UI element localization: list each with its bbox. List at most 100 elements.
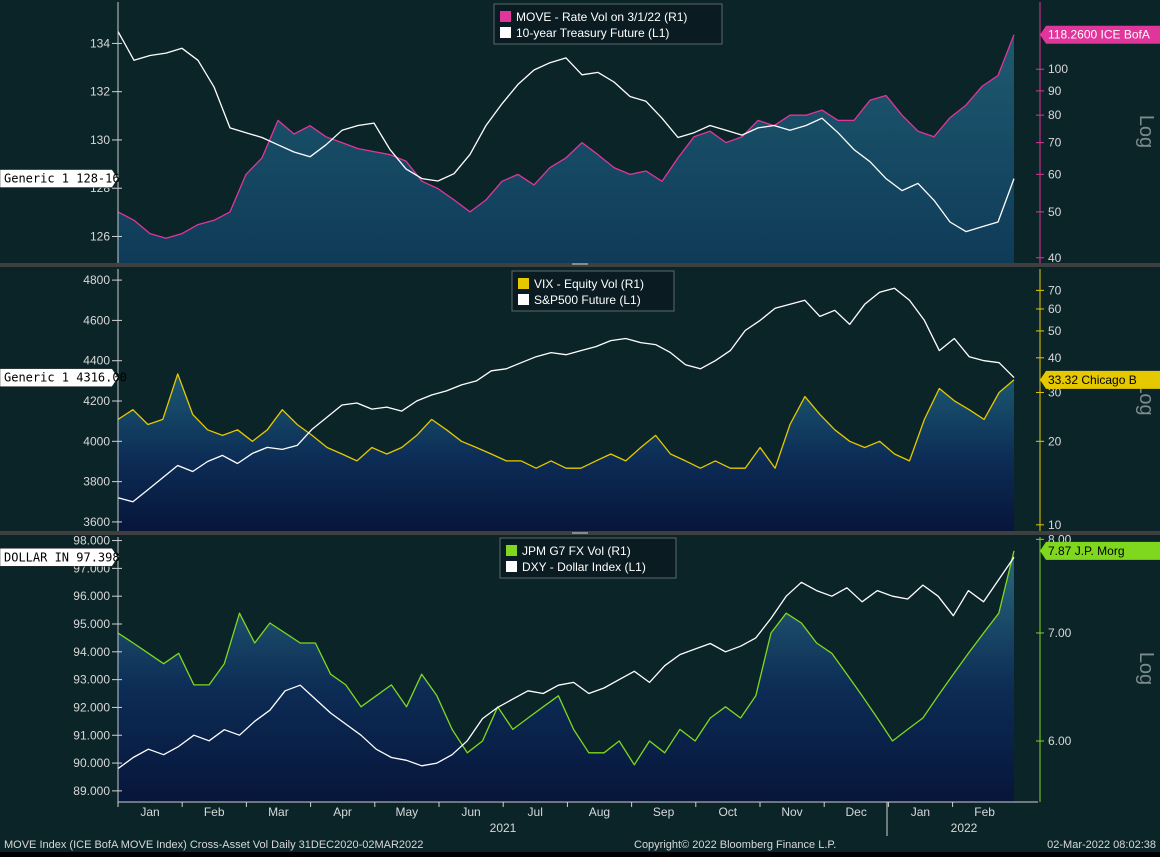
left-axis-equity: 3600 3800 4000 4200 4400 4600 4800	[83, 269, 122, 531]
right-tick-label: 70	[1048, 136, 1062, 150]
x-tick-label-month: Feb	[204, 805, 225, 819]
right-value-tag-box	[1040, 25, 1160, 44]
legend-box	[511, 270, 675, 312]
legend-equity[interactable]: VIX - Equity Vol (R1) S&P500 Future (L1)	[511, 270, 675, 312]
legend-box	[499, 537, 677, 579]
right-value-tag[interactable]: 118.2600 ICE BofA	[1040, 25, 1160, 44]
footer-bar	[0, 836, 1160, 852]
right-tick-label: 40	[1048, 251, 1062, 265]
right-tick-label: 20	[1048, 434, 1062, 448]
left-value-tag[interactable]: Generic 1 128-16	[0, 169, 120, 188]
left-value-tag-text: Generic 1 4316.00	[4, 371, 127, 385]
footer-timestamp: 02-Mar-2022 08:02:38	[1047, 839, 1156, 851]
left-axis-fx: 89.000 90.000 91.000 92.000 93.000 94.000 95.0…	[73, 534, 122, 802]
left-value-tag[interactable]: DOLLAR IN 97.398	[0, 548, 120, 567]
legend-rates[interactable]: MOVE - Rate Vol on 3/1/22 (R1) 10-year Tr…	[493, 3, 723, 45]
right-tick-label: 60	[1048, 167, 1062, 181]
left-tick-label: 96.000	[73, 589, 110, 603]
right-axis-equity: 10 20 30 40 50 60 70 Log	[1036, 269, 1157, 532]
left-tick-label: 4400	[83, 354, 110, 368]
right-value-tag-text: 33.32 Chicago B	[1048, 373, 1137, 387]
right-value-tag[interactable]: 33.32 Chicago B	[1040, 370, 1160, 389]
right-value-tag-text: 7.87 J.P. Morg	[1048, 544, 1125, 558]
series-line-dxy-dollar-index[interactable]	[117, 556, 1015, 770]
right-tick-label: 30	[1048, 385, 1062, 399]
panel-fx[interactable]: 89.000 90.000 91.000 92.000 93.000 94.000 95.0…	[0, 532, 1160, 802]
legend-swatch	[518, 294, 529, 305]
left-value-tag[interactable]: Generic 1 4316.00	[0, 368, 127, 387]
footer-copyright: Copyright© 2022 Bloomberg Finance L.P.	[634, 839, 836, 851]
legend-swatch	[518, 278, 529, 289]
left-value-tag-box	[0, 368, 119, 387]
right-tick-label: 10	[1048, 518, 1062, 532]
legend-swatch	[506, 545, 517, 556]
left-tick-label: 92.000	[73, 700, 110, 714]
separator-grip-top[interactable]	[572, 263, 588, 265]
separator-grip[interactable]	[572, 532, 588, 534]
left-tick-label: 89.000	[73, 784, 110, 798]
right-tick-label: 6.00	[1048, 734, 1072, 748]
right-tick-label: 50	[1048, 205, 1062, 219]
x-year-label: 2022	[951, 821, 978, 835]
left-tick-label: 90.000	[73, 756, 110, 770]
right-value-tag-box	[1040, 541, 1160, 560]
x-year-label: 2021	[490, 821, 517, 835]
x-tick-label-month: Feb	[974, 805, 995, 819]
log-scale-label: Log	[1135, 382, 1157, 415]
right-axis-rates: 40 50 60 70 80 90 100 Log	[1036, 2, 1157, 265]
left-tick-label: 95.000	[73, 617, 110, 631]
right-tick-label: 7.00	[1048, 626, 1072, 640]
right-tick-label: 80	[1048, 108, 1062, 122]
right-value-tag-box	[1040, 370, 1160, 389]
series-line-10-year-treasury-future[interactable]	[117, 31, 1015, 233]
series-line-s-p500-future[interactable]	[117, 287, 1015, 503]
left-tick-label: 4000	[83, 434, 110, 448]
footer-description: MOVE Index (ICE BofA MOVE Index) Cross-A…	[4, 839, 423, 851]
left-tick-label: 132	[90, 85, 110, 99]
right-tick-label: 100	[1048, 62, 1068, 76]
legend-swatch	[506, 561, 517, 572]
legend-box	[493, 3, 723, 45]
series-area-fx	[118, 550, 1014, 802]
x-tick-label-month: Jan	[911, 805, 930, 819]
left-value-tag-text: Generic 1 128-16	[4, 172, 120, 186]
legend-label: VIX - Equity Vol (R1)	[534, 277, 644, 291]
legend-label: JPM G7 FX Vol (R1)	[522, 544, 631, 558]
left-tick-label: 3800	[83, 475, 110, 489]
left-tick-label: 93.000	[73, 673, 110, 687]
right-tick-label: 60	[1048, 302, 1062, 316]
x-tick-label-month: Mar	[268, 805, 289, 819]
legend-fx[interactable]: JPM G7 FX Vol (R1) DXY - Dollar Index (L1…	[499, 537, 677, 579]
series-line-jpm-g7-fx-vol[interactable]	[117, 550, 1015, 766]
right-value-tag[interactable]: 7.87 J.P. Morg	[1040, 541, 1160, 560]
x-tick-label-month: Nov	[781, 805, 802, 819]
panel-equity[interactable]: 3600 3800 4000 4200 4400 4600 4800 10 20 30 40 50 60…	[0, 267, 1160, 532]
series-area-equity	[118, 373, 1014, 531]
left-value-tag-box	[0, 169, 119, 188]
x-tick-label-month: May	[395, 805, 418, 819]
left-value-tag-box	[0, 548, 119, 567]
right-tick-label: 90	[1048, 84, 1062, 98]
x-tick-label-month: Jan	[140, 805, 159, 819]
left-tick-label: 3600	[83, 515, 110, 529]
right-value-tag-text: 118.2600 ICE BofA	[1048, 28, 1150, 42]
x-tick-label-month: Jul	[528, 805, 543, 819]
right-tick-label: 70	[1048, 283, 1062, 297]
x-tick-label-month: Aug	[589, 805, 610, 819]
x-axis: Jan Feb Mar Apr May Jun Jul Aug Sep Oct Nov Dec Jan F…	[117, 802, 995, 836]
legend-label: S&P500 Future (L1)	[534, 293, 641, 307]
series-line-vix[interactable]	[117, 373, 1015, 469]
left-value-tag-text: DOLLAR IN 97.398	[4, 550, 120, 564]
log-scale-label: Log	[1135, 652, 1157, 685]
x-tick-label-month: Oct	[718, 805, 737, 819]
left-tick-label: 126	[90, 229, 110, 243]
x-tick-label-month: Jun	[461, 805, 480, 819]
panel-rates[interactable]: 126128130132134405060708090100LogGeneric…	[0, 0, 1160, 265]
series-line-move-rate-vol[interactable]	[117, 34, 1015, 239]
right-tick-label: 40	[1048, 351, 1062, 365]
left-tick-label: 4200	[83, 394, 110, 408]
legend-label: DXY - Dollar Index (L1)	[522, 560, 646, 574]
series-area-rates	[118, 34, 1014, 264]
